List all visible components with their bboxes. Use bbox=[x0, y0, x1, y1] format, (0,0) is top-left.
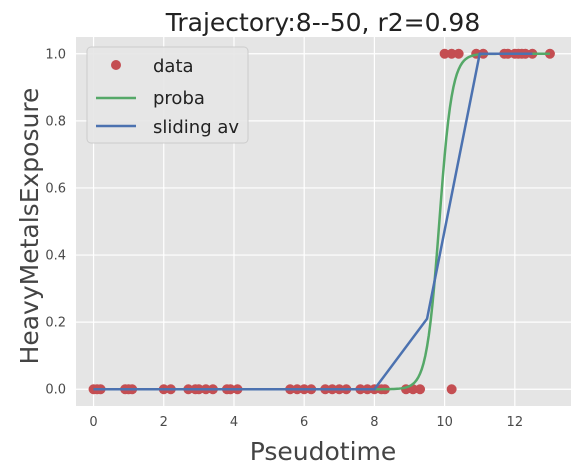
data-point bbox=[415, 384, 426, 395]
data-point bbox=[446, 384, 457, 395]
x-tick-label: 6 bbox=[300, 415, 308, 430]
x-tick-labels: 0 2 4 6 8 10 12 bbox=[89, 415, 523, 430]
legend-label-proba: proba bbox=[153, 88, 205, 109]
legend: data proba sliding av bbox=[86, 46, 249, 144]
y-tick-label: 0.2 bbox=[45, 316, 66, 331]
x-tick-label: 12 bbox=[507, 415, 524, 430]
y-tick-label: 0.4 bbox=[45, 249, 66, 264]
legend-label-sliding-av: sliding av bbox=[153, 117, 239, 138]
y-tick-label: 0.8 bbox=[45, 114, 66, 129]
legend-box bbox=[86, 46, 249, 144]
y-tick-label: 1.0 bbox=[45, 47, 66, 62]
x-tick-label: 2 bbox=[160, 415, 168, 430]
legend-label-data: data bbox=[153, 56, 194, 77]
legend-marker-data bbox=[111, 60, 121, 70]
x-tick-label: 4 bbox=[230, 415, 238, 430]
data-point bbox=[439, 48, 450, 59]
y-tick-label: 0.6 bbox=[45, 181, 66, 196]
y-tick-labels: 0.0 0.2 0.4 0.6 0.8 1.0 bbox=[45, 47, 66, 397]
y-tick-label: 0.0 bbox=[45, 383, 66, 398]
x-tick-label: 8 bbox=[370, 415, 378, 430]
data-point bbox=[446, 48, 457, 59]
series-layer bbox=[88, 48, 555, 395]
data-point bbox=[453, 48, 464, 59]
chart-title: Trajectory:8--50, r2=0.98 bbox=[165, 8, 481, 37]
x-tick-label: 0 bbox=[89, 415, 97, 430]
y-axis-label: HeavyMetalsExposure bbox=[15, 88, 44, 365]
x-tick-label: 10 bbox=[436, 415, 453, 430]
sliding-av-line bbox=[93, 52, 533, 391]
x-axis-label: Pseudotime bbox=[250, 437, 397, 466]
